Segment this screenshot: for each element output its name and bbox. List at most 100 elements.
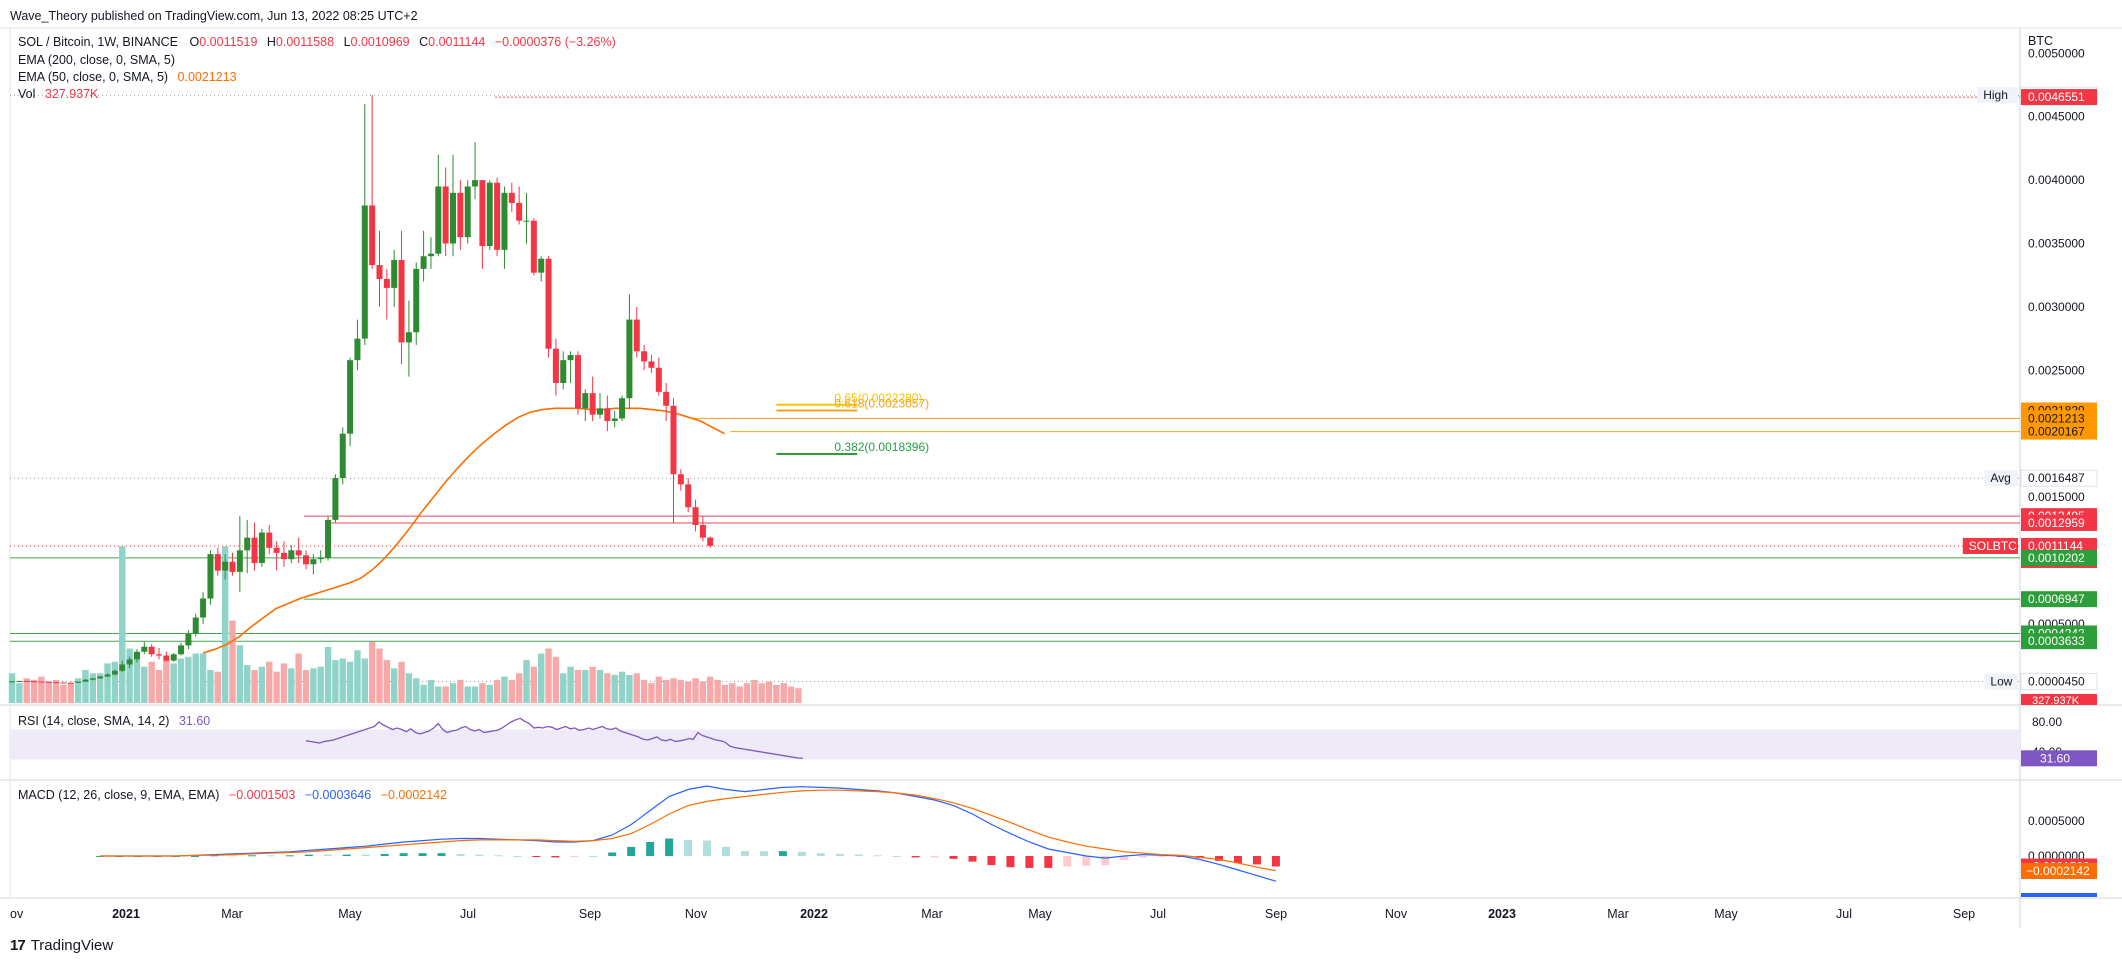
macd-hist-bar bbox=[684, 839, 693, 856]
macd-hist-bar bbox=[1271, 856, 1280, 867]
time-axis: ov 2021 Mar May Jul Sep Nov 2022 Mar May Jul Sep Nov… bbox=[10, 907, 1975, 921]
macd-hist-bar bbox=[816, 853, 825, 856]
candle bbox=[214, 547, 221, 576]
tradingview-brand[interactable]: 17 TradingView bbox=[10, 933, 113, 957]
candle-body bbox=[89, 678, 96, 680]
macd-hist-bar bbox=[1082, 856, 1091, 866]
macd-hist-bar bbox=[1158, 856, 1167, 857]
volume-bar bbox=[74, 678, 82, 703]
macd-hist-bar bbox=[778, 851, 787, 856]
volume-bar bbox=[60, 684, 67, 703]
macd-v3: −0.0002142 bbox=[381, 788, 447, 802]
macd-hist-bar bbox=[854, 854, 863, 856]
macd-line-marker bbox=[2021, 893, 2097, 897]
rsi-value-bg bbox=[2021, 750, 2097, 767]
candle-body bbox=[111, 670, 118, 675]
price-tick-2: 0.0040000 bbox=[2028, 173, 2085, 187]
macd-hist-bar bbox=[437, 853, 446, 856]
volume-bar bbox=[376, 648, 383, 703]
price-tick-0: 0.0050000 bbox=[2028, 46, 2085, 60]
macd-hist-bar bbox=[1025, 856, 1034, 868]
candle-body bbox=[244, 537, 251, 551]
macd-legend[interactable]: MACD (12, 26, close, 9, EMA, EMA) −0.000… bbox=[18, 788, 447, 802]
volume-bar bbox=[104, 663, 111, 703]
volume-bar bbox=[45, 681, 52, 703]
macd-hist-bar bbox=[1215, 856, 1224, 861]
legend[interactable]: SOL / Bitcoin, 1W, BINANCE O0.0011519 H0… bbox=[18, 35, 616, 101]
candle bbox=[104, 673, 111, 678]
volume-bar bbox=[192, 653, 199, 703]
macd-hist-bar bbox=[494, 855, 503, 857]
macd-hist-bar bbox=[191, 856, 200, 857]
candle bbox=[464, 180, 471, 244]
volume-bar bbox=[567, 666, 574, 703]
candle bbox=[538, 256, 545, 282]
macd-hist-bar bbox=[323, 854, 332, 856]
volume-bar bbox=[508, 679, 515, 703]
candle bbox=[398, 230, 405, 364]
candle bbox=[420, 230, 427, 282]
macd-hist-bar bbox=[361, 854, 370, 856]
candle bbox=[523, 192, 530, 244]
candle-body bbox=[574, 355, 581, 409]
legend-open: 0.0011519 bbox=[199, 35, 257, 49]
volume-bar bbox=[457, 679, 464, 703]
candle-body bbox=[280, 552, 287, 560]
macd-hist-bar bbox=[968, 856, 977, 862]
svg-text:EMA (50, close, 0, SMA, 5): EMA (50, close, 0, SMA, 5) 0.0021213 bbox=[18, 70, 237, 84]
candle-body bbox=[148, 646, 155, 655]
candle-body bbox=[538, 258, 545, 273]
candle-body bbox=[479, 180, 486, 247]
rsi-legend[interactable]: RSI (14, close, SMA, 14, 2) 31.60 bbox=[18, 714, 210, 728]
candle-body bbox=[273, 547, 280, 553]
candle-body bbox=[67, 682, 74, 684]
volume-bar bbox=[177, 658, 185, 703]
candle-body bbox=[126, 659, 133, 665]
macd-hist-bar bbox=[1006, 856, 1015, 868]
candle bbox=[692, 499, 699, 532]
macd-hist-bar bbox=[380, 853, 389, 856]
rsi-band bbox=[10, 729, 2020, 760]
candle bbox=[170, 653, 177, 662]
candle-body bbox=[604, 408, 611, 422]
candle-body bbox=[648, 361, 655, 368]
time-label-6: Nov bbox=[685, 907, 708, 921]
macd-hist-bar bbox=[987, 856, 996, 866]
macd-hist-bar bbox=[456, 853, 465, 856]
candle-body bbox=[53, 682, 60, 684]
time-label-12: Nov bbox=[1385, 907, 1408, 921]
candle bbox=[699, 516, 706, 542]
publisher-line: Wave_Theory published on TradingView.com… bbox=[10, 9, 418, 23]
candle-body bbox=[317, 557, 324, 560]
price-tag-bg bbox=[1984, 470, 2018, 487]
fib-label-2: 0.382(0.0018396) bbox=[834, 440, 929, 454]
candle-body bbox=[133, 651, 140, 660]
candle bbox=[530, 218, 537, 276]
volume-bar bbox=[214, 671, 221, 703]
time-label-10: Jul bbox=[1150, 907, 1166, 921]
volume-bar bbox=[780, 683, 787, 703]
candle-body bbox=[310, 559, 317, 565]
volume-bar bbox=[67, 683, 74, 703]
price-label-text: 0.0021213 bbox=[2028, 411, 2085, 425]
volume-bar bbox=[670, 678, 677, 703]
candle-body bbox=[516, 202, 523, 221]
legend-high: 0.0011588 bbox=[276, 35, 334, 49]
macd-hist-bar bbox=[304, 854, 313, 856]
candle bbox=[310, 554, 317, 575]
volume-bar bbox=[133, 656, 141, 703]
volume-bar bbox=[552, 656, 560, 703]
volume-axis-text: 327.937K bbox=[2032, 695, 2080, 707]
price-label-text: 0.0006947 bbox=[2028, 592, 2085, 606]
horizontal-levels bbox=[10, 94, 2020, 683]
svg-text:SOL / Bitcoin, 1W, BINANCE: SOL / Bitcoin, 1W, BINANCE O0.0011519 H0… bbox=[18, 35, 616, 49]
volume-bar bbox=[787, 686, 795, 703]
price-tag-bg bbox=[1962, 537, 2018, 554]
price-label-12: 0.0003633 bbox=[2021, 633, 2097, 650]
rsi-line bbox=[305, 717, 803, 759]
candle-body bbox=[663, 391, 670, 406]
candle-body bbox=[413, 268, 420, 333]
candle-body bbox=[156, 654, 162, 656]
